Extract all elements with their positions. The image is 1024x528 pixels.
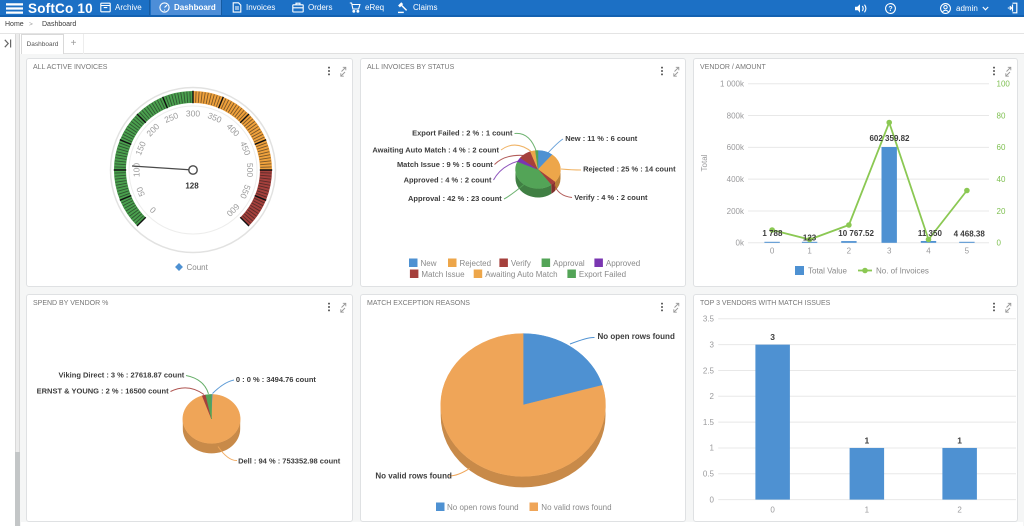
svg-text:1: 1 [865,506,870,515]
svg-text:100: 100 [131,163,141,177]
svg-text:128: 128 [185,182,199,191]
svg-text:No. of Invoices: No. of Invoices [876,267,929,276]
svg-text:Approval : 42 % : 23 count: Approval : 42 % : 23 count [408,194,502,203]
svg-text:0 : 0 % : 3494.76 count: 0 : 0 % : 3494.76 count [236,375,317,384]
svg-text:Count: Count [187,263,209,272]
svg-text:1.5: 1.5 [703,418,715,427]
svg-text:0: 0 [770,247,775,256]
svg-text:800k: 800k [727,111,745,120]
svg-text:4 468.38: 4 468.38 [954,230,986,239]
svg-text:Verify: Verify [511,259,531,268]
svg-text:400: 400 [225,121,242,138]
svg-text:Verify : 4 % : 2 count: Verify : 4 % : 2 count [574,193,648,202]
svg-text:Rejected : 25 % : 14 count: Rejected : 25 % : 14 count [583,165,676,174]
svg-text:40: 40 [997,175,1006,184]
svg-text:1: 1 [807,247,812,256]
svg-text:2: 2 [710,392,715,401]
svg-text:1 000k: 1 000k [720,80,745,89]
svg-text:Export Failed : 2 % : 1 count: Export Failed : 2 % : 1 count [412,129,513,138]
svg-text:123: 123 [803,233,817,242]
svg-text:0.5: 0.5 [703,470,715,479]
svg-text:Total Value: Total Value [808,267,848,276]
svg-text:No open rows found: No open rows found [598,332,675,341]
svg-text:No valid rows found: No valid rows found [541,503,611,512]
svg-text:Approval: Approval [553,259,585,268]
svg-text:20: 20 [997,207,1006,216]
svg-text:Export Failed: Export Failed [579,270,626,279]
svg-text:2: 2 [957,506,962,515]
svg-text:Rejected: Rejected [460,259,492,268]
svg-text:300: 300 [186,108,200,118]
svg-text:1 788: 1 788 [762,229,783,238]
svg-text:No open rows found: No open rows found [447,503,519,512]
svg-text:Awaiting Auto Match : 4 % : 2: Awaiting Auto Match : 4 % : 2 count [372,146,499,155]
svg-text:1: 1 [710,444,715,453]
svg-text:Approved: Approved [606,259,640,268]
svg-text:3.5: 3.5 [703,315,715,324]
svg-text:200k: 200k [727,207,745,216]
svg-text:11 350: 11 350 [918,229,943,238]
svg-text:0k: 0k [736,239,745,248]
svg-text:0: 0 [770,506,775,515]
svg-text:10 767.52: 10 767.52 [838,229,874,238]
svg-text:80: 80 [997,111,1006,120]
svg-text:4: 4 [926,247,931,256]
svg-text:New : 11 % : 6 count: New : 11 % : 6 count [565,134,638,143]
svg-text:ERNST & YOUNG : 2 % : 16500 co: ERNST & YOUNG : 2 % : 16500 count [37,387,169,396]
svg-text:Awaiting Auto Match: Awaiting Auto Match [485,270,557,279]
svg-text:Total: Total [700,154,709,171]
svg-text:?: ? [888,6,892,13]
svg-text:0: 0 [710,495,715,504]
svg-text:New: New [421,259,437,268]
svg-text:50: 50 [134,185,147,198]
svg-text:200: 200 [144,121,161,138]
svg-text:3: 3 [887,247,892,256]
svg-text:602 359.82: 602 359.82 [869,134,910,143]
svg-text:Viking Direct : 3 % : 27618.87: Viking Direct : 3 % : 27618.87 count [59,371,185,380]
svg-text:No valid rows found: No valid rows found [375,472,452,481]
svg-text:2: 2 [847,247,852,256]
svg-text:500: 500 [245,163,255,177]
svg-text:100: 100 [997,80,1011,89]
svg-text:0: 0 [997,239,1002,248]
svg-text:0: 0 [147,205,158,216]
svg-text:1: 1 [957,435,962,445]
svg-text:1: 1 [864,435,869,445]
svg-text:400k: 400k [727,175,745,184]
svg-text:5: 5 [965,247,970,256]
svg-text:2.5: 2.5 [703,366,715,375]
svg-text:Dell : 94 % : 753352.98 count: Dell : 94 % : 753352.98 count [238,457,341,466]
svg-text:600k: 600k [727,143,745,152]
svg-text:Match Issue : 9 % : 5 count: Match Issue : 9 % : 5 count [397,160,493,169]
svg-text:Approved : 4 % : 2 count: Approved : 4 % : 2 count [404,176,492,185]
svg-text:Match Issue: Match Issue [421,270,465,279]
svg-text:3: 3 [770,332,775,342]
svg-text:600: 600 [224,202,241,219]
svg-text:3: 3 [710,340,715,349]
svg-text:60: 60 [997,143,1006,152]
